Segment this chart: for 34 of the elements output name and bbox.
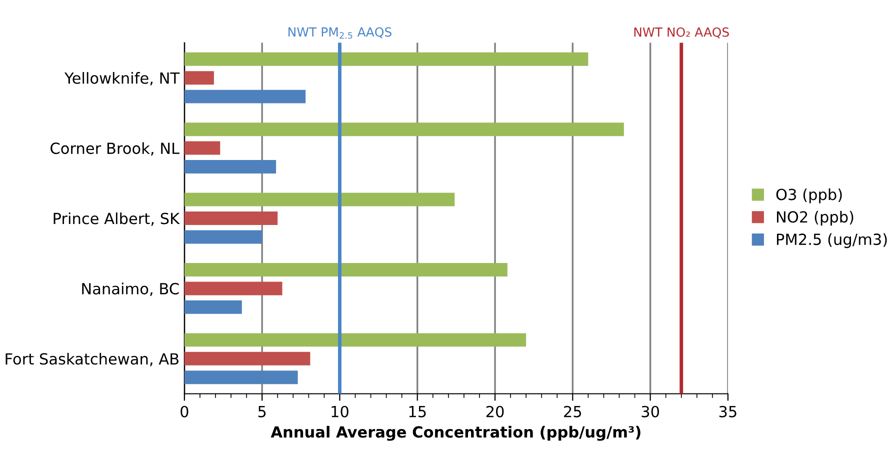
y-tick-label: Prince Albert, SK xyxy=(54,212,180,226)
bar xyxy=(184,212,278,225)
y-tick-label: Yellowknife, NT xyxy=(64,72,180,86)
x-tick-label: 5 xyxy=(258,406,266,418)
legend-label: PM2.5 (ug/m3) xyxy=(776,233,887,248)
ref-line-label: NWT NO₂ AAQS xyxy=(634,27,729,38)
legend-label: O3 (ppb) xyxy=(776,188,842,204)
y-tick-label: Corner Brook, NL xyxy=(50,142,180,156)
bar xyxy=(184,141,220,155)
bar xyxy=(184,90,306,104)
x-tick-label: 0 xyxy=(180,406,188,418)
bar xyxy=(184,192,455,206)
legend-label: NO2 (ppb) xyxy=(776,210,854,226)
bar xyxy=(184,262,508,276)
bar xyxy=(184,122,624,136)
x-tick-label: 25 xyxy=(564,406,582,418)
ref-line-label: NWT PM$_{2.5}$ AAQS xyxy=(288,27,392,39)
bar xyxy=(184,282,282,296)
x-tick-label: 35 xyxy=(719,406,736,418)
bar xyxy=(184,160,276,174)
bar xyxy=(184,300,242,314)
x-tick-label: 15 xyxy=(409,406,426,418)
x-tick-label: 10 xyxy=(332,406,348,418)
bar xyxy=(184,370,298,384)
bar xyxy=(184,230,262,244)
bar xyxy=(184,71,214,85)
y-tick-label: Fort Saskatchewan, AB xyxy=(6,352,178,366)
bar xyxy=(184,333,526,347)
bar xyxy=(184,52,588,66)
x-tick-label: 30 xyxy=(642,406,660,418)
x-tick-label: 20 xyxy=(486,406,504,418)
x-axis-title: Annual Average Concentration (ppb/ug/m³) xyxy=(270,426,640,441)
bar xyxy=(184,352,310,366)
y-tick-label: Nanaimo, BC xyxy=(82,282,179,296)
